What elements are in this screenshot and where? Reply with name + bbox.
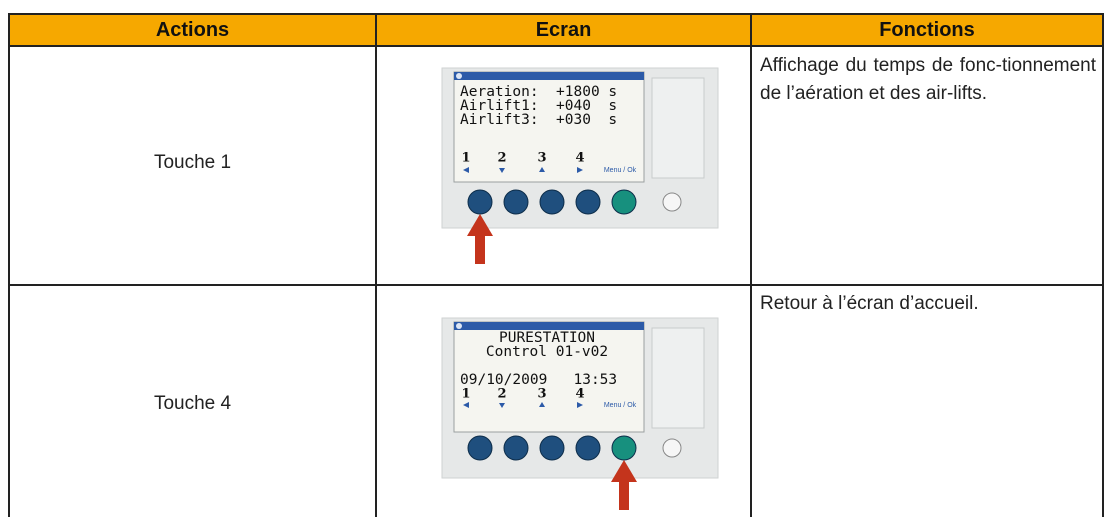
device-button [575,435,601,461]
side-panel [651,327,705,429]
function-text: Affichage du temps de fonc-tionnement de… [760,55,1096,104]
border [8,284,1104,286]
key-number: 1 [461,387,470,402]
key-number: 1 [461,151,470,166]
arrow-icon [463,167,469,173]
screen-line: Airlift3: +030 s [460,112,617,128]
border [8,13,10,517]
screen-line: 09/10/2009 13:53 [460,372,617,388]
device-button [467,435,493,461]
border [750,13,752,517]
screen-title-bar [454,322,644,330]
border [8,13,1104,15]
device-button [662,438,682,458]
key-number: 2 [497,387,506,402]
device-button [467,189,493,215]
header-cell: Ecran [377,15,750,45]
header-cell: Fonctions [752,15,1102,45]
device-button [539,435,565,461]
key-number: 4 [575,151,584,166]
menu-label: Menu / Ok [604,402,637,409]
screen-line: Aeration: +1800 s [460,84,617,100]
device-button [575,189,601,215]
screen [453,321,645,433]
side-panel [651,77,705,179]
key-number: 4 [575,387,584,402]
header-cell: Actions [10,15,375,45]
arrow-icon [499,168,505,173]
border [8,45,1104,47]
device-button [611,189,637,215]
logo [456,323,462,329]
action-label: Touche 4 [153,393,232,414]
device-button [503,435,529,461]
device-button [539,189,565,215]
key-number: 3 [537,387,546,402]
red-arrow [611,460,637,510]
menu-label: Menu / Ok [604,167,637,174]
action-label: Touche 1 [153,152,232,173]
arrow-icon [499,403,505,408]
arrow-icon [577,402,583,408]
arrow-icon [539,402,545,407]
border [375,13,377,517]
screen-line: PURESTATION [499,330,595,346]
key-number: 3 [537,151,546,166]
device-button [662,192,682,212]
screen-line: Control 01-v02 [486,344,608,360]
key-number: 2 [497,151,506,166]
border [1102,13,1104,517]
arrow-icon [539,167,545,172]
screen-line: Airlift1: +040 s [460,98,617,114]
screen-title-bar [454,72,644,80]
arrow-icon [577,167,583,173]
red-arrow [467,214,493,264]
function-text: Retour à l’écran d’accueil. [760,293,979,314]
logo [456,73,462,79]
arrow-icon [463,402,469,408]
device-button [503,189,529,215]
screen [453,71,645,183]
device-button [611,435,637,461]
